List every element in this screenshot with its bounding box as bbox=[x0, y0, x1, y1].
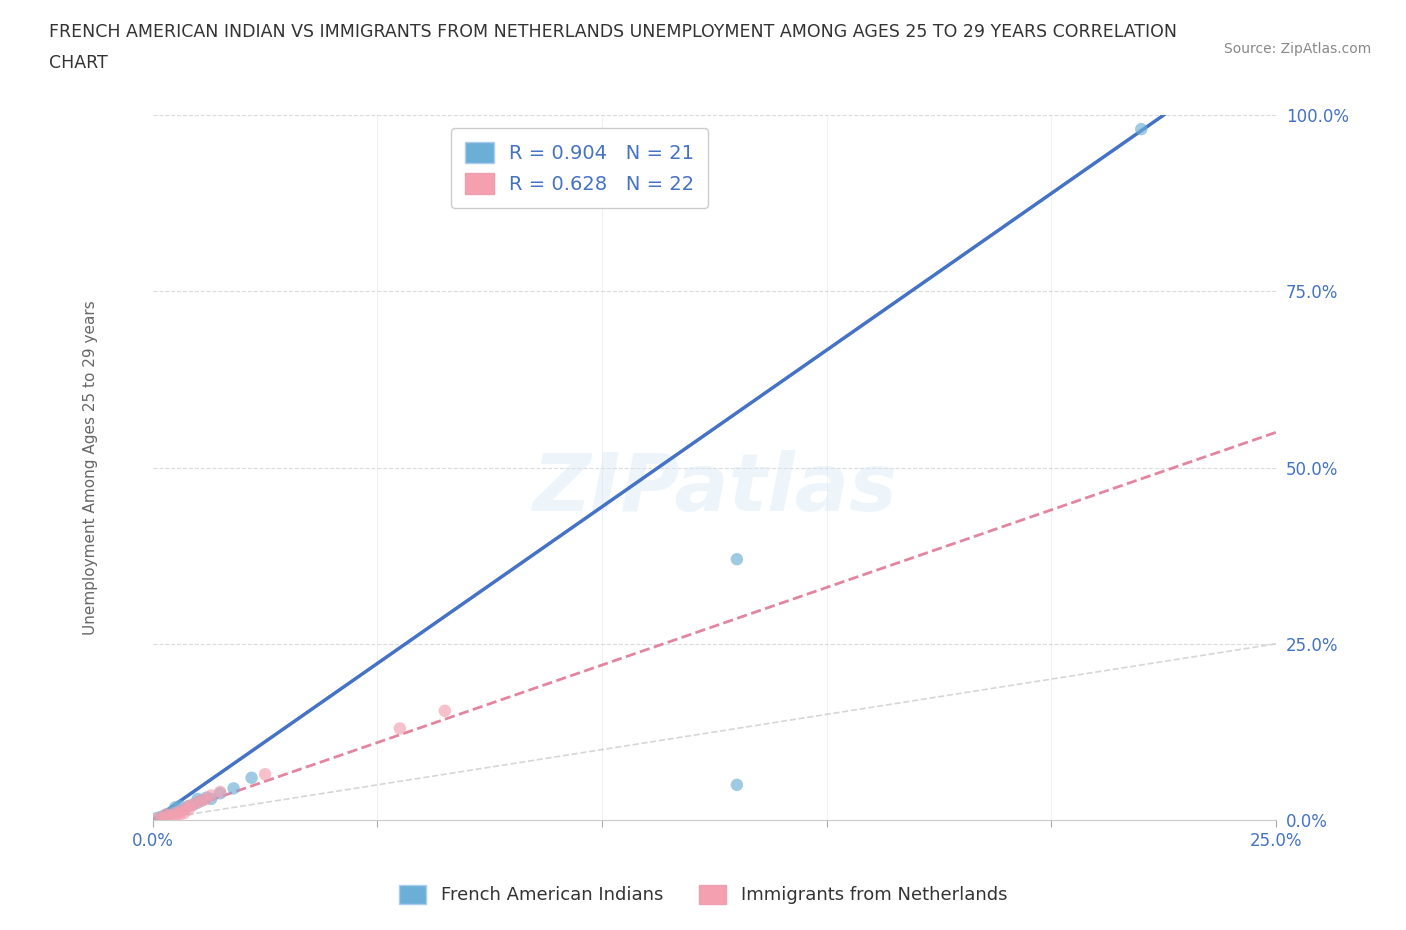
Point bbox=[173, 802, 195, 817]
Point bbox=[1130, 122, 1153, 137]
Point bbox=[159, 805, 181, 820]
Point bbox=[177, 799, 200, 814]
Point bbox=[191, 793, 214, 808]
Point bbox=[254, 767, 277, 782]
Point bbox=[155, 807, 177, 822]
Point bbox=[222, 781, 245, 796]
Text: Unemployment Among Ages 25 to 29 years: Unemployment Among Ages 25 to 29 years bbox=[83, 300, 98, 635]
Text: FRENCH AMERICAN INDIAN VS IMMIGRANTS FROM NETHERLANDS UNEMPLOYMENT AMONG AGES 25: FRENCH AMERICAN INDIAN VS IMMIGRANTS FRO… bbox=[49, 23, 1177, 41]
Point bbox=[187, 791, 209, 806]
Point bbox=[165, 805, 187, 820]
Legend: French American Indians, Immigrants from Netherlands: French American Indians, Immigrants from… bbox=[392, 877, 1014, 911]
Point bbox=[195, 791, 218, 806]
Point bbox=[155, 807, 177, 822]
Point bbox=[165, 800, 187, 815]
Point bbox=[165, 809, 187, 824]
Text: Source: ZipAtlas.com: Source: ZipAtlas.com bbox=[1223, 42, 1371, 56]
Text: ZIPatlas: ZIPatlas bbox=[531, 450, 897, 527]
Legend: R = 0.904   N = 21, R = 0.628   N = 22: R = 0.904 N = 21, R = 0.628 N = 22 bbox=[451, 128, 709, 207]
Point bbox=[187, 795, 209, 810]
Point bbox=[433, 703, 456, 718]
Point bbox=[173, 805, 195, 820]
Point bbox=[146, 811, 169, 826]
Point bbox=[150, 811, 173, 826]
Point bbox=[191, 793, 214, 808]
Point bbox=[169, 804, 191, 819]
Point bbox=[195, 790, 218, 805]
Point bbox=[177, 802, 200, 817]
Point bbox=[177, 799, 200, 814]
Point bbox=[200, 788, 222, 803]
Point bbox=[169, 807, 191, 822]
Point bbox=[155, 809, 177, 824]
Point bbox=[209, 784, 232, 799]
Point bbox=[150, 809, 173, 824]
Point bbox=[209, 786, 232, 801]
Point bbox=[200, 791, 222, 806]
Point bbox=[187, 795, 209, 810]
Point bbox=[169, 799, 191, 814]
Point bbox=[165, 804, 187, 819]
Point bbox=[181, 797, 204, 812]
Point bbox=[725, 777, 748, 792]
Point bbox=[240, 770, 263, 785]
Point bbox=[173, 802, 195, 817]
Point bbox=[725, 551, 748, 566]
Point bbox=[159, 808, 181, 823]
Point bbox=[146, 811, 169, 826]
Point bbox=[181, 797, 204, 812]
Point bbox=[388, 721, 411, 736]
Text: CHART: CHART bbox=[49, 54, 108, 72]
